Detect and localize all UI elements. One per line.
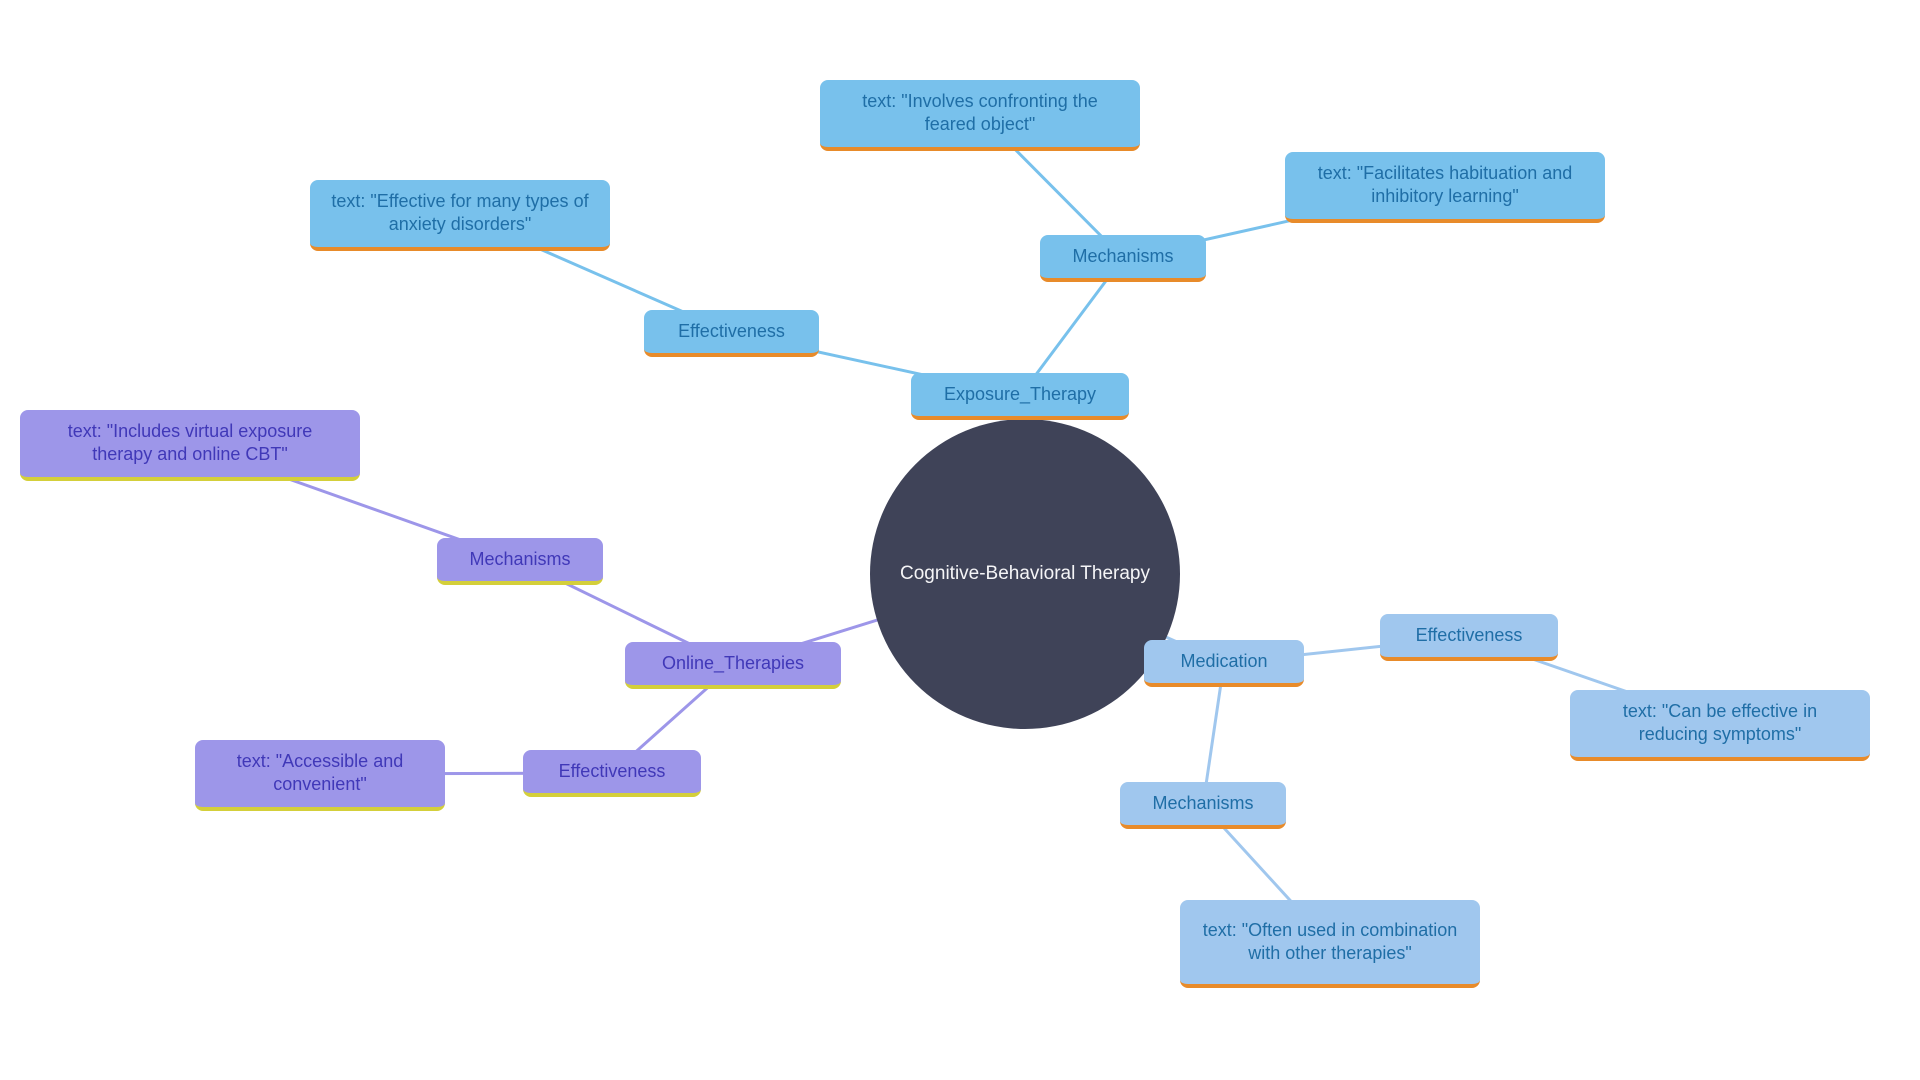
node-exp_mech: Mechanisms (1040, 235, 1206, 282)
node-label: text: "Often used in combination with ot… (1198, 919, 1462, 966)
node-med_mech_t: text: "Often used in combination with ot… (1180, 900, 1480, 988)
node-exp_mech_t2: text: "Facilitates habituation and inhib… (1285, 152, 1605, 223)
node-label: text: "Involves confronting the feared o… (838, 90, 1122, 137)
node-label: Exposure_Therapy (944, 383, 1096, 406)
center-node-label: Cognitive-Behavioral Therapy (900, 563, 1150, 585)
node-label: text: "Effective for many types of anxie… (328, 190, 592, 237)
node-label: Medication (1180, 650, 1267, 673)
node-onl_eff_t: text: "Accessible and convenient" (195, 740, 445, 811)
node-label: text: "Accessible and convenient" (213, 750, 427, 797)
node-label: text: "Can be effective in reducing symp… (1588, 700, 1852, 747)
node-label: text: "Includes virtual exposure therapy… (38, 420, 342, 467)
node-label: Effectiveness (559, 760, 666, 783)
node-med: Medication (1144, 640, 1304, 687)
node-onl_mech: Mechanisms (437, 538, 603, 585)
node-exp_mech_t1: text: "Involves confronting the feared o… (820, 80, 1140, 151)
node-exp: Exposure_Therapy (911, 373, 1129, 420)
node-onl_mech_t: text: "Includes virtual exposure therapy… (20, 410, 360, 481)
node-label: Effectiveness (1416, 624, 1523, 647)
node-onl: Online_Therapies (625, 642, 841, 689)
node-med_eff: Effectiveness (1380, 614, 1558, 661)
node-label: Mechanisms (469, 548, 570, 571)
node-exp_eff: Effectiveness (644, 310, 819, 357)
node-label: Online_Therapies (662, 652, 804, 675)
node-med_mech: Mechanisms (1120, 782, 1286, 829)
node-onl_eff: Effectiveness (523, 750, 701, 797)
node-label: Mechanisms (1072, 245, 1173, 268)
node-label: Mechanisms (1152, 792, 1253, 815)
center-node: Cognitive-Behavioral Therapy (870, 419, 1180, 729)
node-med_eff_t: text: "Can be effective in reducing symp… (1570, 690, 1870, 761)
node-label: text: "Facilitates habituation and inhib… (1303, 162, 1587, 209)
node-exp_eff_t: text: "Effective for many types of anxie… (310, 180, 610, 251)
node-label: Effectiveness (678, 320, 785, 343)
